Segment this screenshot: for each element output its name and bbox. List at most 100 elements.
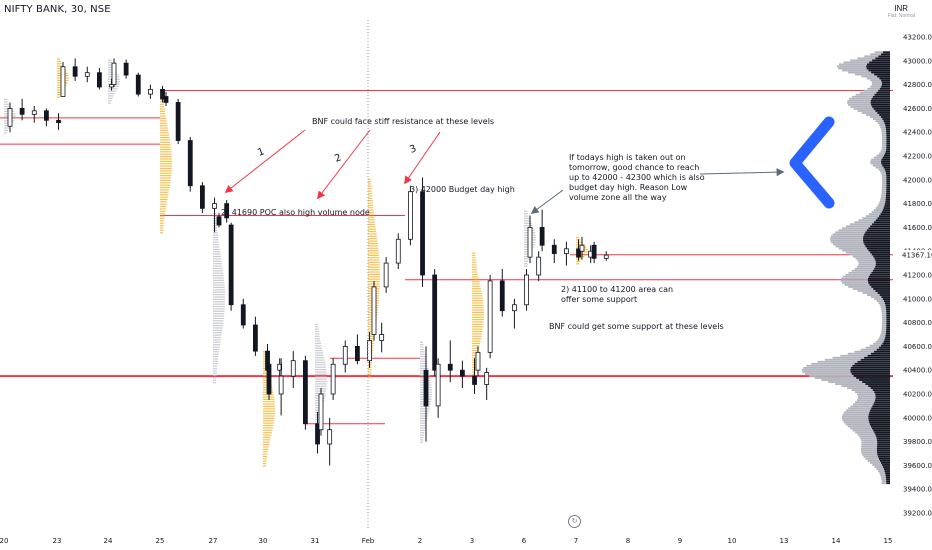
volume-bar [868, 385, 890, 387]
session-profile-bar [213, 351, 220, 353]
volume-bar [867, 63, 890, 66]
volume-bar [848, 286, 872, 288]
y-tick-label: 39600.00 [903, 462, 932, 470]
session-profile-bar [263, 434, 272, 436]
volume-bar [844, 283, 870, 286]
candle-body [527, 226, 533, 258]
session-profile-bar [420, 420, 427, 422]
volume-bar [886, 182, 890, 185]
volume-bar [886, 190, 890, 193]
symbol-title: NIFTY BANK, 30, NSE [4, 4, 111, 15]
volume-bar [844, 411, 870, 414]
volume-bar [877, 292, 890, 294]
volume-bar [886, 138, 890, 141]
volume-bar [817, 360, 858, 363]
volume-bar [870, 352, 890, 355]
volume-bar [863, 239, 890, 242]
volume-bar [881, 144, 887, 147]
candle-body [60, 66, 66, 97]
volume-bar [873, 118, 883, 120]
session-profile-bar [213, 353, 219, 355]
session-profile-bar [315, 330, 319, 333]
session-profile-bar [160, 191, 169, 193]
volume-bar [877, 112, 890, 114]
session-profile-bar [263, 427, 273, 429]
session-profile-bar [420, 363, 428, 365]
volume-bar [878, 302, 885, 305]
volume-bar [885, 332, 890, 335]
session-profile-bar [213, 282, 225, 284]
volume-bar [848, 103, 872, 106]
session-profile-bar [368, 266, 380, 268]
volume-bar [886, 328, 890, 331]
session-profile-bar [160, 225, 164, 227]
session-profile-bar [263, 374, 270, 377]
volume-bar [883, 466, 890, 468]
session-profile-bar [368, 333, 375, 335]
session-profile-bar [160, 136, 170, 139]
volume-bar [881, 53, 890, 56]
x-tick-label: 24 [104, 537, 113, 545]
volume-bar [848, 71, 872, 74]
y-tick-label: 41600.00 [903, 224, 932, 232]
volume-bar [814, 377, 857, 379]
session-profile-bar [4, 103, 10, 105]
volume-bar [881, 178, 887, 181]
session-profile-bar [472, 261, 477, 264]
volume-bar [876, 300, 884, 303]
volume-bar [841, 281, 869, 284]
volume-bar [863, 89, 879, 92]
volume-bar [878, 203, 885, 205]
volume-bar [865, 383, 890, 385]
volume-bar [875, 340, 884, 343]
session-profile-bar [576, 244, 585, 246]
candle-body [342, 345, 348, 365]
volume-bar [873, 288, 890, 290]
session-profile-bar [472, 347, 480, 349]
session-profile-bar [263, 420, 275, 422]
session-profile-bar [160, 222, 164, 224]
session-profile-bar [315, 352, 324, 354]
volume-bar [858, 261, 876, 264]
session-profile-bar [472, 352, 479, 354]
session-profile-bar [213, 367, 218, 370]
session-profile-bar [4, 127, 10, 129]
volume-bar [881, 296, 890, 298]
volume-bar [870, 79, 882, 82]
volume-bar [882, 156, 890, 159]
volume-bar [857, 360, 890, 363]
session-profile-bar [160, 217, 165, 220]
session-profile-bar [57, 89, 64, 91]
y-tick-label: 42200.00 [903, 153, 932, 161]
volume-bar [875, 290, 890, 292]
volume-bar [874, 391, 890, 394]
session-profile-bar [160, 167, 172, 170]
session-profile-bar [420, 405, 431, 408]
volume-bar [886, 180, 890, 183]
red-arrow [224, 129, 306, 193]
volume-bar [874, 73, 890, 76]
session-profile-bar [160, 120, 167, 122]
volume-bar [854, 391, 875, 394]
x-tick-label: 14 [832, 537, 841, 545]
volume-bar [867, 354, 890, 357]
session-profile-bar [213, 358, 219, 360]
volume-bar [869, 61, 890, 64]
session-profile-bar [368, 273, 380, 276]
session-profile-bar [160, 184, 170, 186]
volume-bar [838, 247, 867, 250]
volume-bar [865, 215, 880, 218]
session-profile-bar [420, 436, 424, 439]
volume-bar [830, 237, 864, 240]
y-tick-label: 42800.00 [903, 81, 932, 89]
volume-bar [874, 350, 890, 353]
volume-bar [881, 192, 887, 195]
session-profile-bar [368, 376, 372, 378]
session-profile-bar [160, 132, 169, 134]
volume-bar [875, 110, 890, 112]
replay-icon[interactable]: ↻ [568, 515, 581, 528]
candle-body [371, 286, 377, 335]
session-profile-bar [4, 106, 11, 108]
volume-bar [870, 162, 882, 165]
session-profile-bar [213, 324, 223, 327]
